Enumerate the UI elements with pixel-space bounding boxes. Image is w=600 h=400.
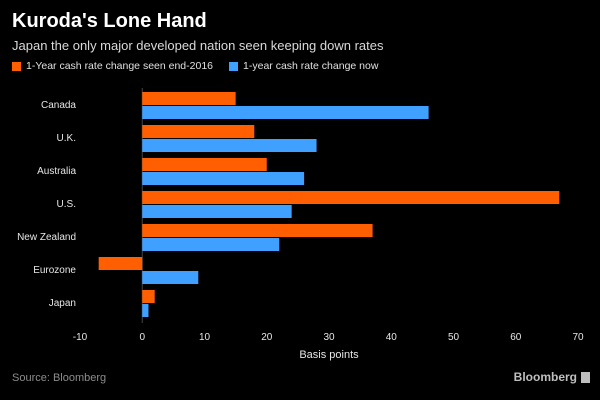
x-tick-label-20: 20 bbox=[261, 332, 273, 343]
bar-new-zealand-series-2 bbox=[142, 238, 280, 251]
bar-japan-series-1 bbox=[142, 290, 155, 303]
legend-label-end-2016: 1-Year cash rate change seen end-2016 bbox=[26, 60, 214, 72]
bar-australia-series-2 bbox=[142, 172, 305, 185]
bar-u-s-series-2 bbox=[142, 205, 292, 218]
category-label-eurozone: Eurozone bbox=[33, 265, 76, 276]
x-tick-label-40: 40 bbox=[386, 332, 398, 343]
source-note: Source: Bloomberg bbox=[12, 372, 107, 384]
legend-swatch-orange bbox=[12, 61, 21, 71]
bar-eurozone-series-1 bbox=[98, 257, 143, 270]
x-tick-label-10: 10 bbox=[199, 332, 211, 343]
chart-title: Kuroda's Lone Hand bbox=[12, 10, 207, 32]
category-label-u-s: U.S. bbox=[57, 199, 76, 210]
bar-eurozone-series-2 bbox=[142, 271, 199, 284]
bar-u-s-series-1 bbox=[142, 191, 560, 204]
x-tick-label-60: 60 bbox=[510, 332, 522, 343]
x-tick-label-neg10: -10 bbox=[73, 332, 88, 343]
bar-canada-series-2 bbox=[142, 106, 429, 119]
legend-item-now: 1-year cash rate change now bbox=[229, 60, 378, 72]
category-label-new-zealand: New Zealand bbox=[17, 232, 76, 243]
chart-subtitle: Japan the only major developed nation se… bbox=[12, 38, 384, 53]
bar-japan-series-2 bbox=[142, 304, 149, 317]
category-label-japan: Japan bbox=[49, 298, 76, 309]
bar-new-zealand-series-1 bbox=[142, 224, 373, 237]
legend-swatch-blue bbox=[229, 61, 239, 71]
bar-australia-series-1 bbox=[142, 158, 267, 171]
bar-canada-series-1 bbox=[142, 92, 236, 105]
x-tick-label-70: 70 bbox=[572, 332, 584, 343]
category-label-canada: Canada bbox=[41, 100, 76, 111]
x-axis-label: Basis points bbox=[299, 349, 359, 361]
brand-mark-icon bbox=[581, 371, 590, 383]
chart-legend: 1-Year cash rate change seen end-2016 1-… bbox=[12, 60, 378, 72]
bar-u-k-series-1 bbox=[142, 125, 255, 138]
x-tick-label-30: 30 bbox=[323, 332, 335, 343]
legend-label-now: 1-year cash rate change now bbox=[243, 60, 379, 72]
x-tick-label-0: 0 bbox=[139, 332, 145, 343]
brand-logo: Bloomberg bbox=[514, 370, 590, 384]
brand-name: Bloomberg bbox=[513, 370, 577, 384]
x-tick-label-50: 50 bbox=[448, 332, 460, 343]
category-label-australia: Australia bbox=[37, 166, 76, 177]
category-label-u-k: U.K. bbox=[57, 133, 76, 144]
legend-item-end-2016: 1-Year cash rate change seen end-2016 bbox=[12, 60, 213, 72]
bar-u-k-series-2 bbox=[142, 139, 317, 152]
